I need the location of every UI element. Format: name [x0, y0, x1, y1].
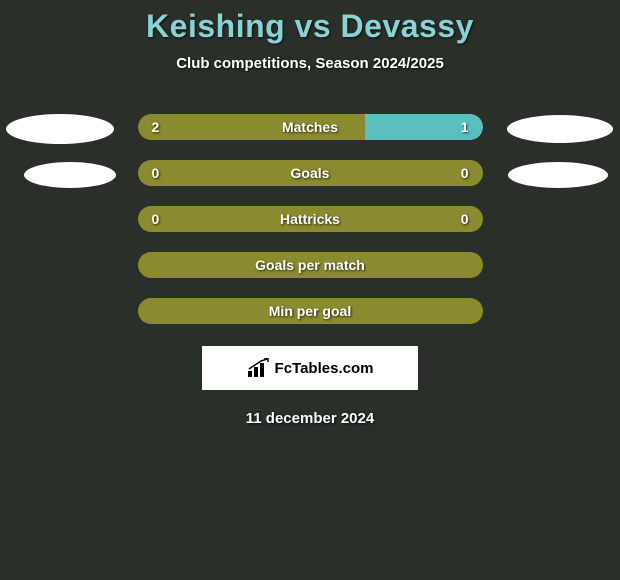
stat-label: Matches: [282, 119, 338, 135]
stat-bar: 0 Hattricks 0: [138, 206, 483, 232]
stats-area: 2 Matches 1 0 Goals 0 0 Hattricks 0 Goal…: [0, 114, 620, 324]
stat-label: Hattricks: [280, 211, 340, 227]
stat-value-left: 2: [152, 119, 160, 135]
stat-row-goals: 0 Goals 0: [0, 160, 620, 186]
stat-row-gpm: Goals per match: [0, 252, 620, 278]
comparison-widget: Keishing vs Devassy Club competitions, S…: [0, 0, 620, 427]
stat-label: Goals per match: [255, 257, 365, 273]
stat-value-left: 0: [152, 211, 160, 227]
logo-content: FcTables.com: [247, 358, 374, 378]
stat-value-left: 0: [152, 165, 160, 181]
stat-row-mpg: Min per goal: [0, 298, 620, 324]
stat-label: Goals: [291, 165, 330, 181]
stat-row-hattricks: 0 Hattricks 0: [0, 206, 620, 232]
stat-bar: 2 Matches 1: [138, 114, 483, 140]
date-text: 11 december 2024: [0, 410, 620, 427]
stat-bar: Goals per match: [138, 252, 483, 278]
stat-value-right: 0: [461, 211, 469, 227]
logo-text: FcTables.com: [275, 360, 374, 377]
stat-value-right: 1: [461, 119, 469, 135]
stat-row-matches: 2 Matches 1: [0, 114, 620, 140]
chart-icon: [247, 358, 271, 378]
page-subtitle: Club competitions, Season 2024/2025: [0, 55, 620, 72]
stat-bar: Min per goal: [138, 298, 483, 324]
source-logo[interactable]: FcTables.com: [202, 346, 418, 390]
stat-label: Min per goal: [269, 303, 351, 319]
stat-bar: 0 Goals 0: [138, 160, 483, 186]
stat-value-right: 0: [461, 165, 469, 181]
page-title: Keishing vs Devassy: [0, 8, 620, 45]
